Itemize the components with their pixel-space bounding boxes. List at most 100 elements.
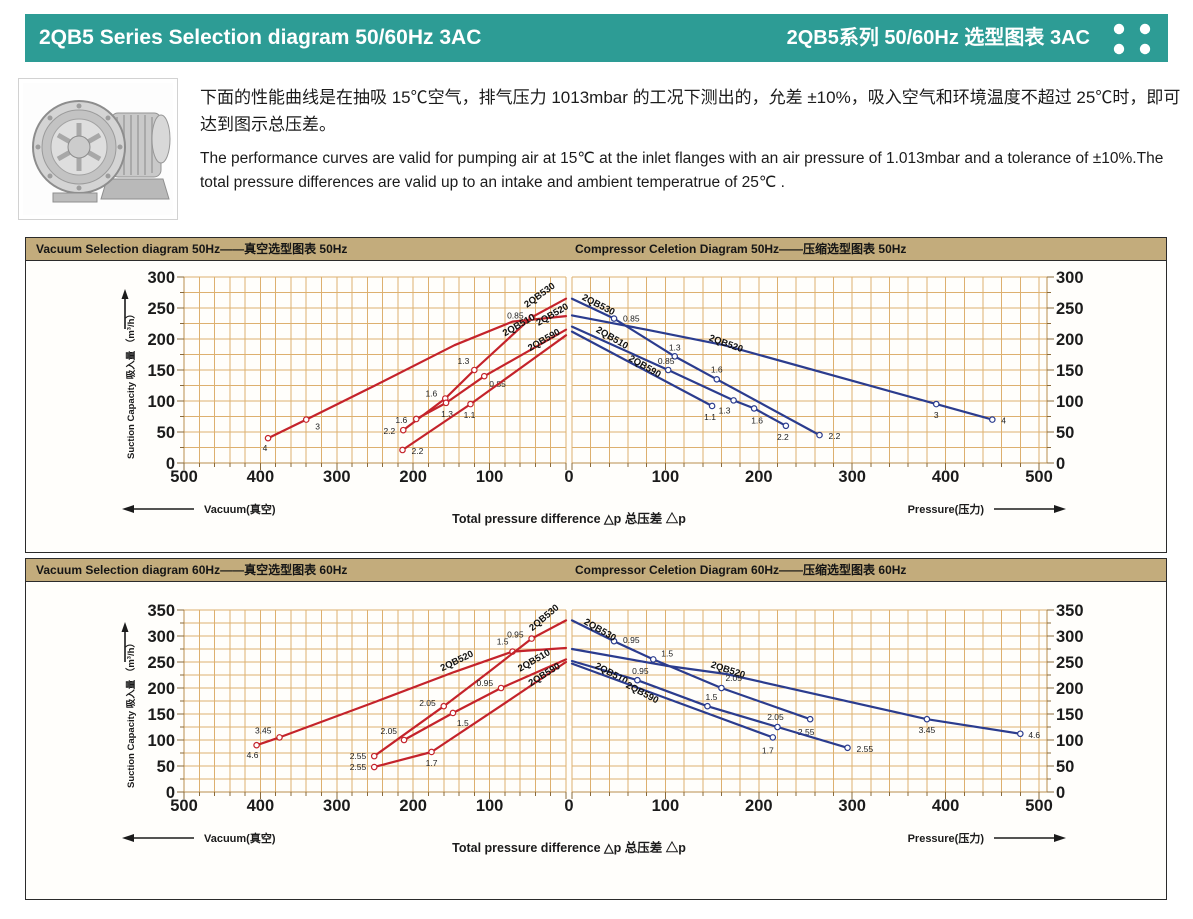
x-tick-pressure: 300 (838, 468, 866, 486)
panel-strip-50hz: Vacuum Selection diagram 50Hz——真空选型图表 50… (26, 238, 1166, 261)
marker-kw-label: 2.05 (725, 673, 742, 683)
panel-title-compressor-50hz: Compressor Celetion Diagram 50Hz——压缩选型图表… (575, 242, 907, 256)
blower-illustration (23, 83, 173, 215)
y-tick-left: 0 (166, 784, 175, 802)
x-tick-zero: 0 (564, 797, 573, 815)
panel-strip-60hz: Vacuum Selection diagram 60Hz——真空选型图表 60… (26, 559, 1166, 582)
x-tick-vacuum: 200 (399, 468, 427, 486)
y-tick-left: 100 (147, 393, 175, 411)
marker-point-2QB510 (782, 422, 790, 430)
marker-point-2QB510 (480, 372, 488, 380)
y-tick-right: 200 (1056, 680, 1084, 698)
y-tick-left: 200 (147, 331, 175, 349)
marker-kw-label: 1.1 (464, 410, 476, 420)
x-tick-pressure: 200 (745, 468, 773, 486)
series-label-2QB530: 2QB530 (527, 602, 561, 633)
marker-point-2QB590 (708, 402, 716, 410)
curve-2QB520 (570, 314, 994, 421)
y-tick-right: 150 (1056, 362, 1084, 380)
marker-kw-label: 1.7 (762, 745, 774, 755)
marker-point-2QB530 (370, 752, 378, 760)
marker-point-2QB510 (704, 702, 711, 710)
x-tick-vacuum: 300 (323, 468, 351, 486)
curve-2QB520 (255, 646, 568, 747)
marker-kw-label: 0.85 (507, 310, 524, 320)
marker-point-2QB510 (634, 676, 641, 684)
marker-kw-label: 1.3 (719, 405, 731, 415)
y-tick-left: 300 (147, 269, 175, 287)
curve-2QB530 (373, 619, 568, 758)
selection-panel-50hz: Vacuum Selection diagram 50Hz——真空选型图表 50… (25, 237, 1167, 553)
y-tick-left: 100 (147, 732, 175, 750)
y-axis-title: Suction Capacity 吸入量 （m³/h） (125, 309, 137, 459)
intro-text-zh: 下面的性能曲线是在抽吸 15℃空气，排气压力 1013mbar 的工况下测出的，… (200, 88, 1181, 134)
curve-2QB510 (415, 328, 568, 421)
marker-point-2QB520 (1017, 730, 1024, 738)
marker-kw-label: 1.6 (751, 415, 763, 425)
intro-text-en: The performance curves are valid for pum… (200, 150, 1164, 191)
marker-point-2QB590 (769, 734, 777, 741)
marker-kw-label: 0.95 (507, 630, 524, 640)
curve-2QB590 (570, 330, 714, 408)
panel-title-vacuum-50hz: Vacuum Selection diagram 50Hz——真空选型图表 50… (36, 242, 348, 256)
x-tick-vacuum: 200 (399, 797, 427, 815)
marker-kw-label: 0.95 (477, 678, 494, 688)
panel-title-vacuum-60hz: Vacuum Selection diagram 60Hz——真空选型图表 60… (36, 563, 348, 577)
y-tick-right: 100 (1056, 393, 1084, 411)
x-tick-pressure: 400 (932, 797, 960, 815)
curve-2QB510 (402, 658, 568, 742)
marker-kw-label: 0.85 (623, 314, 640, 324)
marker-point-2QB530 (816, 431, 823, 439)
marker-point-2QB530 (718, 684, 725, 692)
marker-kw-label: 1.5 (706, 692, 718, 702)
marker-kw-label: 1.6 (711, 364, 723, 374)
marker-point-2QB530 (528, 635, 535, 642)
x-tick-vacuum: 400 (247, 468, 275, 486)
marker-kw-label: 2.2 (412, 446, 424, 456)
marker-point-2QB510 (412, 415, 420, 423)
marker-kw-label: 2.2 (829, 431, 841, 441)
marker-point-2QB510 (449, 709, 457, 717)
y-tick-left: 150 (147, 706, 175, 724)
axes (177, 609, 1054, 799)
selection-panel-60hz: Vacuum Selection diagram 60Hz——真空选型图表 60… (25, 558, 1167, 900)
marker-kw-label: 0.95 (623, 635, 640, 645)
x-tick-zero: 0 (564, 468, 573, 486)
pressure-axis-label: Pressure(压力) (908, 502, 985, 516)
y-tick-right: 100 (1056, 732, 1084, 750)
marker-point-2QB510 (774, 723, 781, 731)
total-pressure-label: Total pressure difference △p 总压差 △p (452, 511, 686, 526)
page-title-en: 2QB5 Series Selection diagram 50/60Hz 3A… (39, 26, 482, 49)
y-tick-left: 350 (147, 602, 175, 620)
x-tick-pressure: 100 (652, 468, 680, 486)
y-tick-left: 200 (147, 680, 175, 698)
marker-point-2QB530 (713, 376, 721, 383)
x-tick-vacuum: 500 (170, 468, 198, 486)
y-tick-right: 0 (1056, 784, 1065, 802)
pressure-arrowhead (1054, 505, 1066, 513)
product-photo (18, 78, 178, 220)
y-tick-right: 50 (1056, 424, 1074, 442)
marker-point-2QB530 (399, 426, 407, 434)
y-axis-title: Suction Capacity 吸入量 （m³/h） (125, 638, 137, 788)
total-pressure-label: Total pressure difference △p 总压差 △p (452, 840, 686, 855)
vacuum-axis-label: Vacuum(真空) (204, 831, 276, 845)
pressure-arrowhead (1054, 834, 1066, 842)
grid (183, 276, 1048, 464)
intro-block: 下面的性能曲线是在抽吸 15℃空气，排气压力 1013mbar 的工况下测出的，… (200, 84, 1190, 195)
y-tick-right: 300 (1056, 628, 1084, 646)
marker-point-2QB510 (442, 399, 450, 407)
panel-title-compressor-60hz: Compressor Celetion Diagram 60Hz——压缩选型图表… (575, 563, 907, 577)
marker-point-2QB520 (988, 416, 996, 423)
marker-kw-label: 2.2 (383, 426, 395, 436)
marker-kw-label: 2.55 (798, 727, 815, 737)
marker-point-2QB520 (253, 741, 260, 749)
marker-point-2QB530 (440, 702, 448, 710)
curve-2QB520 (570, 647, 1022, 735)
marker-kw-label: 1.3 (441, 409, 453, 419)
marker-kw-label: 4.6 (1028, 730, 1040, 740)
marker-point-2QB530 (806, 715, 814, 723)
